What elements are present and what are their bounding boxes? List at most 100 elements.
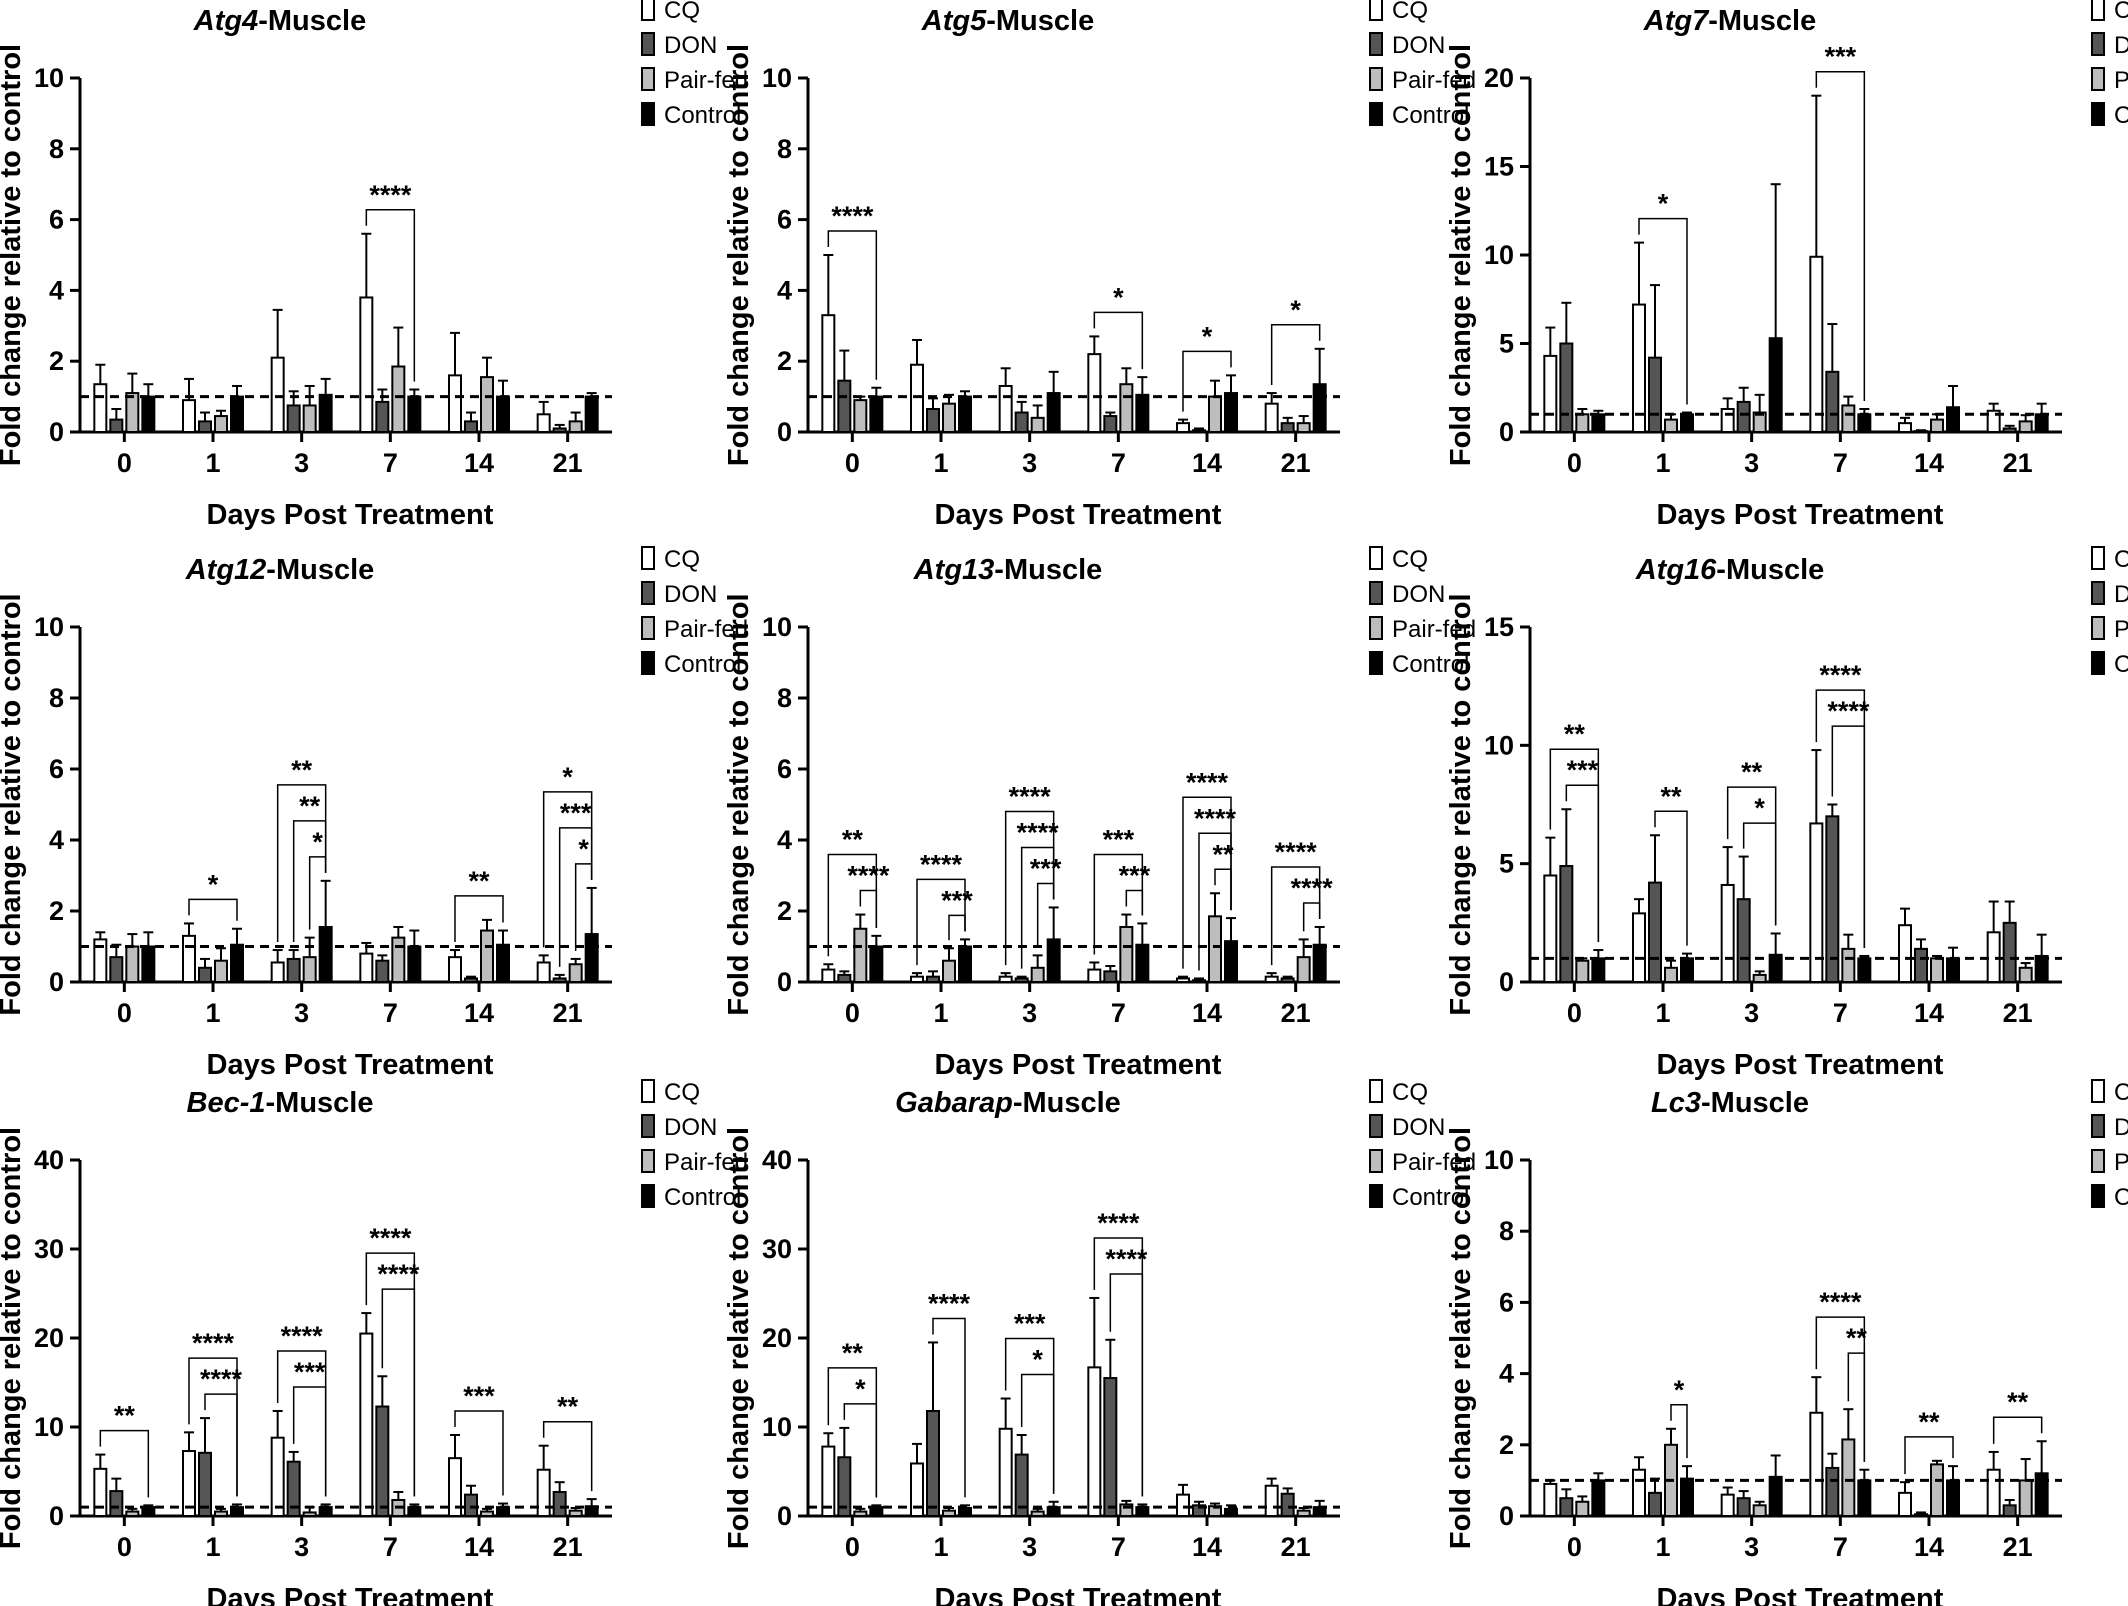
significance-bracket [1742,822,1777,926]
significance-label: *** [1030,853,1062,883]
bar-pair-fed [568,963,583,983]
bar-don [1559,1497,1574,1517]
significance-bracket [574,863,593,951]
x-tick-label: 14 [1192,998,1222,1028]
bar-control [407,395,422,434]
panel-title: Atg4-Muscle [193,5,366,37]
significance-bracket [1670,1404,1688,1459]
bar-don [286,404,301,434]
y-tick-label: 30 [762,1234,792,1264]
bar-control [1857,957,1872,983]
significance-bracket [1093,1237,1144,1497]
bar-control [2034,413,2049,433]
x-tick-label: 21 [553,1532,583,1562]
bar-pair-fed [1841,1438,1856,1517]
bar-control [584,395,599,434]
title-gene: Gabarap [895,1087,1013,1119]
legend-swatch-control [641,1184,655,1208]
bar-don [1825,1466,1840,1517]
significance-label: *** [1103,825,1135,855]
significance-label: * [1658,189,1669,219]
significance-label: * [1290,295,1301,325]
significance-label: ** [842,1338,864,1368]
bar-cq [448,956,462,984]
significance-label: **** [1186,767,1229,797]
legend-label: DON [1392,581,1445,608]
legend-swatch-don [641,581,655,605]
bar-don [552,427,567,433]
legend-swatch-control [2091,1184,2105,1208]
y-tick-label: 10 [762,1412,792,1442]
title-suffix: -Muscle [266,554,374,586]
x-tick-label: 7 [1833,448,1848,478]
bar-pair-fed [1296,956,1311,984]
x-tick-label: 0 [1567,448,1582,478]
x-tick-label: 14 [1192,448,1222,478]
bar-pair-fed [125,392,140,433]
bar-pair-fed [1208,915,1222,984]
bar-pair-fed [302,1511,317,1517]
significance-label: ** [1741,757,1763,787]
bar-cq [998,384,1013,434]
legend-label: DON [1392,32,1445,59]
significance-bracket [932,1317,966,1498]
x-tick-label: 14 [464,448,494,478]
bar-pair-fed [1030,1510,1045,1518]
panel-title: Atg12-Muscle [185,554,375,586]
bar-don [109,1490,124,1517]
significance-bracket [99,1429,150,1498]
title-suffix: -Muscle [986,5,1094,37]
panel-atg16: Atg16-Muscle Fold change relative to cont… [1445,546,2128,1081]
legend-label: CQ [664,546,700,573]
significance-label: **** [1194,803,1237,833]
significance-bracket [365,209,416,382]
bar-cq [1176,422,1190,433]
y-tick-label: 10 [34,612,64,642]
bar-cq [1632,912,1646,983]
significance-bracket [1270,324,1321,386]
x-tick-label: 7 [383,998,398,1028]
bar-pair-fed [1930,1463,1944,1518]
x-axis-label: Days Post Treatment [207,1583,494,1606]
bar-don [926,1409,940,1517]
x-tick-label: 1 [933,1532,948,1562]
significance-bracket [1638,217,1688,405]
legend-label: CQ [1392,1079,1428,1106]
x-tick-label: 7 [1111,448,1126,478]
bar-cq [998,1427,1013,1518]
bar-pair-fed [480,376,494,434]
bar-cq [270,356,285,433]
significance-bracket [292,820,327,943]
bar-don [1914,430,1928,433]
y-tick-label: 2 [1499,1430,1514,1460]
bar-cq [910,975,924,983]
bar-don [1559,865,1574,983]
x-tick-label: 3 [294,998,309,1028]
x-tick-label: 21 [2003,998,2033,1028]
bar-pair-fed [853,399,868,434]
significance-label: *** [1119,861,1151,891]
legend-swatch-pair-fed [1369,1149,1383,1173]
significance-bracket [204,1393,238,1497]
bar-control [1591,1479,1606,1518]
bar-control [1680,413,1694,433]
x-tick-label: 7 [383,448,398,478]
bar-cq [1809,255,1824,433]
significance-label: *** [294,1357,326,1387]
x-tick-label: 0 [845,1532,860,1562]
bar-control [141,395,156,434]
y-tick-label: 8 [777,683,792,713]
y-tick-label: 0 [777,967,792,997]
bar-control [584,933,599,984]
x-tick-label: 14 [1914,1532,1944,1562]
panel-title: Atg5-Muscle [921,5,1094,37]
significance-label: **** [1275,837,1318,867]
x-tick-label: 21 [553,448,583,478]
legend-label: CQ [2114,0,2128,24]
significance-bracket [1847,1352,1866,1462]
significance-bracket [1109,1273,1144,1497]
panel-atg13: Atg13-Muscle Fold change relative to cont… [723,546,1476,1081]
bar-cq [270,961,285,983]
significance-label: * [1113,282,1124,312]
y-axis-label: Fold change relative to control [723,44,755,466]
